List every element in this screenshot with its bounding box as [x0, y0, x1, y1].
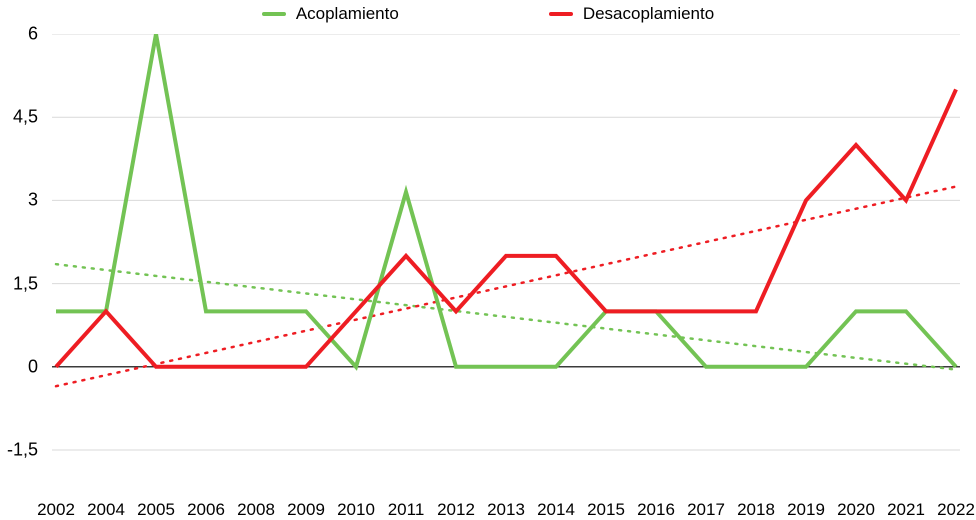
legend-swatch-acoplamiento [262, 12, 286, 16]
y-tick-label: 0 [28, 356, 38, 377]
x-tick-label: 2018 [737, 500, 775, 520]
y-tick-label: -1,5 [7, 440, 38, 461]
x-tick-label: 2014 [537, 500, 575, 520]
legend-item-acoplamiento: Acoplamiento [262, 4, 399, 24]
x-tick-label: 2002 [37, 500, 75, 520]
y-tick-label: 3 [28, 190, 38, 211]
legend-label-desacoplamiento: Desacoplamiento [583, 4, 714, 24]
x-tick-label: 2021 [887, 500, 925, 520]
legend-swatch-desacoplamiento [549, 12, 573, 16]
x-tick-label: 2010 [337, 500, 375, 520]
x-tick-label: 2016 [637, 500, 675, 520]
x-tick-label: 2020 [837, 500, 875, 520]
x-tick-label: 2008 [237, 500, 275, 520]
plot-svg [52, 34, 960, 476]
x-tick-label: 2013 [487, 500, 525, 520]
x-tick-label: 2015 [587, 500, 625, 520]
x-tick-label: 2006 [187, 500, 225, 520]
legend: Acoplamiento Desacoplamiento [0, 0, 976, 24]
x-tick-label: 2012 [437, 500, 475, 520]
x-tick-label: 2005 [137, 500, 175, 520]
x-tick-label: 2019 [787, 500, 825, 520]
legend-item-desacoplamiento: Desacoplamiento [549, 4, 714, 24]
x-tick-label: 2004 [87, 500, 125, 520]
y-tick-label: 1,5 [13, 273, 38, 294]
plot-area: -1,501,534,56 [52, 34, 960, 476]
trendline-trend-desacoplamiento [56, 187, 956, 387]
y-tick-label: 4,5 [13, 107, 38, 128]
x-tick-label: 2017 [687, 500, 725, 520]
chart-container: Acoplamiento Desacoplamiento -1,501,534,… [0, 0, 976, 502]
y-tick-label: 6 [28, 24, 38, 45]
x-tick-label: 2022 [937, 500, 975, 520]
x-tick-label: 2011 [388, 500, 425, 520]
trendline-trend-acoplamiento [56, 264, 956, 369]
legend-label-acoplamiento: Acoplamiento [296, 4, 399, 24]
x-tick-label: 2009 [287, 500, 325, 520]
